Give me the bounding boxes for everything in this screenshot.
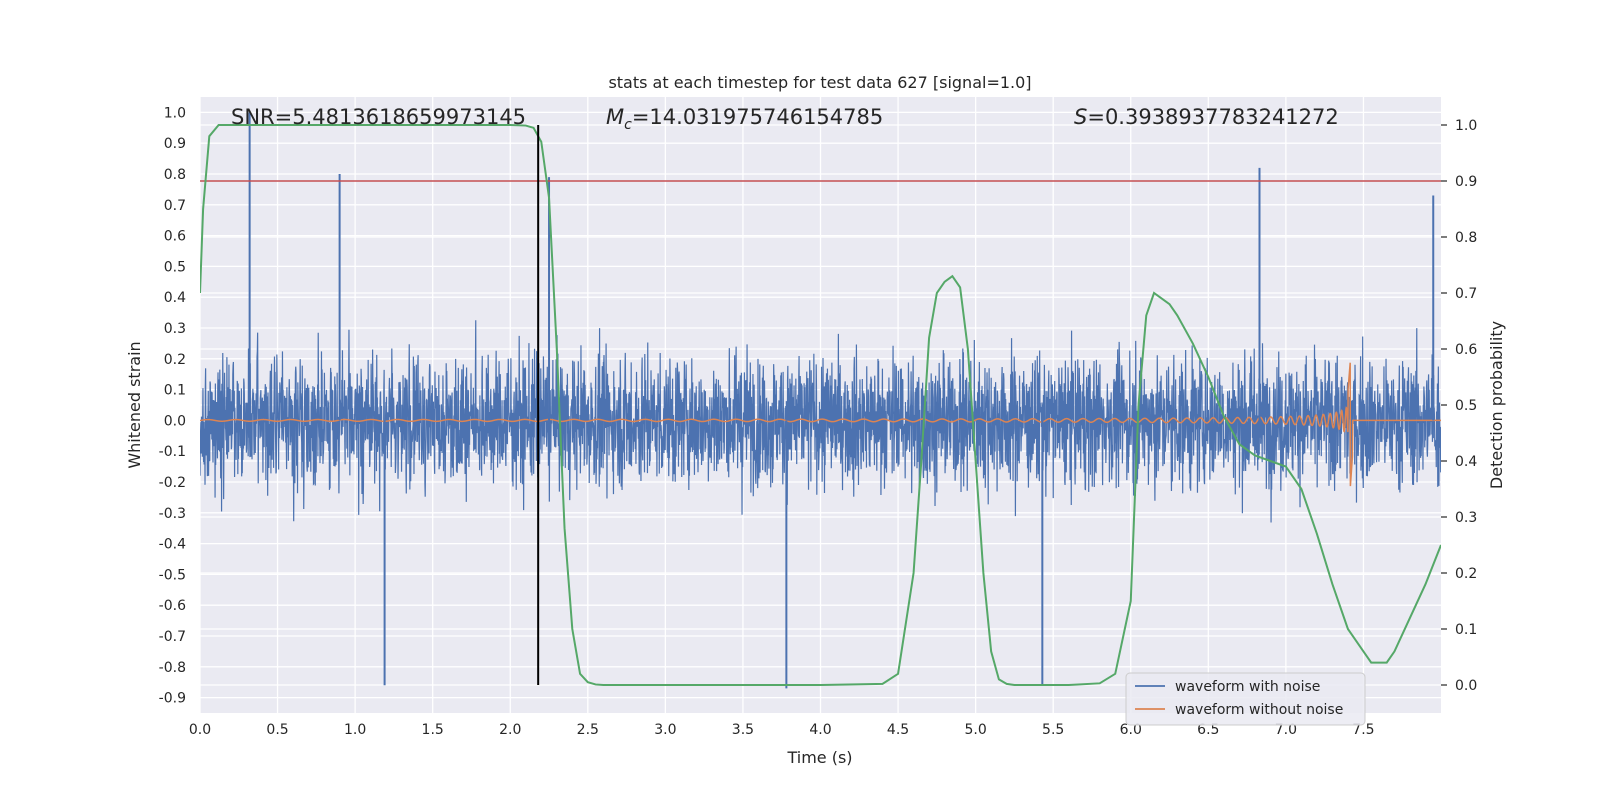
- chirp-mass-subscript: c: [624, 117, 632, 133]
- left-y-tick-label: 0.2: [164, 352, 186, 368]
- left-y-tick-label: 1.0: [164, 105, 186, 121]
- x-tick-label: 4.0: [809, 722, 831, 738]
- right-y-tick-label: 0.4: [1455, 454, 1477, 470]
- right-y-axis-ticks: 1.0 0.9 0.8 0.7 0.6 0.5 0.4 0.3 0.2 0.1 0.0: [1441, 118, 1477, 694]
- left-y-tick-label: 0.3: [164, 321, 186, 337]
- left-y-tick-label: 0.6: [164, 229, 186, 245]
- chirp-mass-symbol: M: [606, 105, 624, 129]
- x-tick-label: 5.0: [964, 722, 986, 738]
- series-detection-probability: [200, 124, 1441, 686]
- s-value: =0.3938937783241272: [1087, 105, 1338, 129]
- left-y-tick-label: -0.4: [159, 537, 186, 553]
- right-y-tick-label: 0.5: [1455, 398, 1477, 414]
- noise-spikes: [248, 112, 1435, 689]
- left-y-axis-ticks: 1.0 0.9 0.8 0.7 0.6 0.5 0.4 0.3 0.2 0.1 0.0 -0.1 -0.…: [159, 105, 186, 706]
- left-y-tick-label: 0.8: [164, 167, 186, 183]
- right-y-tick-label: 0.6: [1455, 342, 1477, 358]
- left-y-tick-label: -0.9: [159, 691, 186, 707]
- right-y-tick-label: 0.3: [1455, 510, 1477, 526]
- left-y-tick-label: -0.1: [159, 444, 186, 460]
- left-y-tick-label: 0.1: [164, 383, 186, 399]
- s-symbol: S: [1074, 105, 1087, 129]
- x-tick-label: 1.0: [344, 722, 366, 738]
- left-y-tick-label: -0.8: [159, 660, 186, 676]
- legend-label-noise: waveform with noise: [1175, 679, 1320, 695]
- left-y-tick-label: -0.5: [159, 567, 186, 583]
- right-y-tick-label: 0.9: [1455, 174, 1477, 190]
- chart-title: stats at each timestep for test data 627…: [608, 73, 1031, 92]
- right-y-tick-label: 0.7: [1455, 286, 1477, 302]
- x-tick-label: 0.0: [189, 722, 211, 738]
- right-y-tick-label: 0.0: [1455, 678, 1477, 694]
- series-waveform-without-noise: [200, 362, 1441, 487]
- left-y-tick-label: -0.3: [159, 506, 186, 522]
- x-tick-label: 4.5: [887, 722, 909, 738]
- snr-annotation: SNR=5.4813618659973145: [231, 105, 526, 129]
- legend-label-clean: waveform without noise: [1175, 702, 1343, 718]
- legend-box: [1125, 672, 1366, 726]
- left-y-tick-label: -0.6: [159, 598, 186, 614]
- left-y-tick-label: 0.9: [164, 136, 186, 152]
- x-tick-label: 2.5: [577, 722, 599, 738]
- left-y-tick-label: 0.0: [164, 413, 186, 429]
- left-y-tick-label: 0.7: [164, 198, 186, 214]
- chirp-mass-value: =14.031975746154785: [632, 105, 883, 129]
- x-tick-label: 6.0: [1120, 722, 1142, 738]
- series-waveform-with-noise: [200, 320, 1441, 523]
- left-y-axis-label: Whitened strain: [125, 341, 144, 468]
- x-tick-label: 5.5: [1042, 722, 1064, 738]
- right-y-tick-label: 0.8: [1455, 230, 1477, 246]
- x-tick-label: 0.5: [266, 722, 288, 738]
- x-tick-label: 6.5: [1197, 722, 1219, 738]
- plot-area: [200, 112, 1441, 689]
- s-annotation: S=0.3938937783241272: [1074, 105, 1339, 129]
- x-axis-ticks: 0.0 0.5 1.0 1.5 2.0 2.5 3.0 3.5 4.0 4.5 5.0 5.5 6.0 6…: [189, 722, 1375, 738]
- x-axis-label: Time (s): [786, 748, 852, 767]
- right-y-tick-label: 1.0: [1455, 118, 1477, 134]
- x-tick-label: 2.0: [499, 722, 521, 738]
- x-tick-label: 3.0: [654, 722, 676, 738]
- legend: waveform with noise waveform without noi…: [1125, 672, 1366, 726]
- right-y-axis-label: Detection probability: [1487, 321, 1506, 489]
- x-tick-label: 7.0: [1275, 722, 1297, 738]
- left-y-tick-label: -0.7: [159, 629, 186, 645]
- left-y-tick-label: 0.5: [164, 259, 186, 275]
- right-y-tick-label: 0.2: [1455, 566, 1477, 582]
- x-tick-label: 1.5: [422, 722, 444, 738]
- chirp-mass-annotation: Mc=14.031975746154785: [606, 105, 883, 133]
- left-y-tick-label: 0.4: [164, 290, 186, 306]
- x-tick-label: 7.5: [1352, 722, 1374, 738]
- left-y-tick-label: -0.2: [159, 475, 186, 491]
- right-y-tick-label: 0.1: [1455, 622, 1477, 638]
- x-tick-label: 3.5: [732, 722, 754, 738]
